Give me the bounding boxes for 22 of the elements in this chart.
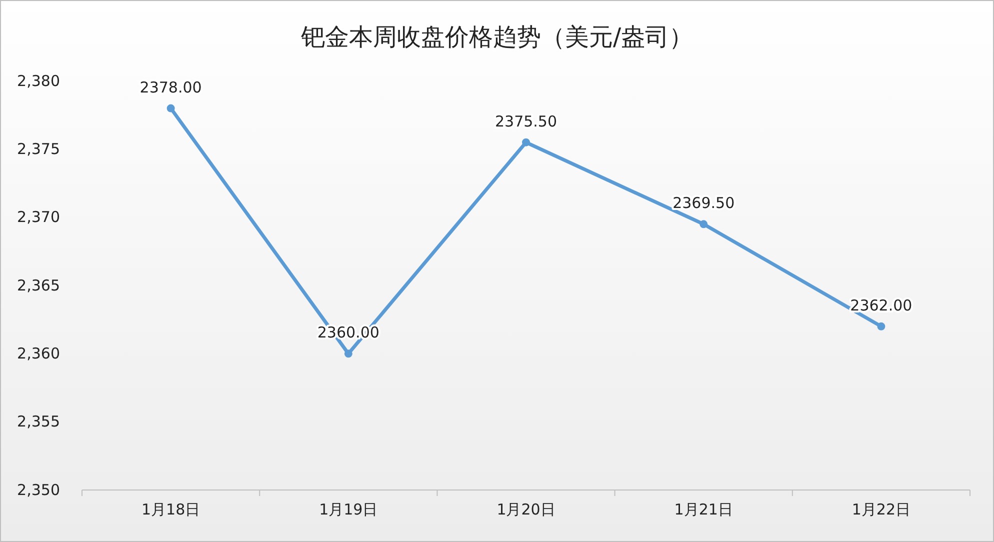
text: 2378.00 xyxy=(140,78,202,96)
x-tick-label: 1月19日 xyxy=(319,500,378,519)
point xyxy=(166,104,175,112)
x-tick-label: 1月20日 xyxy=(496,500,556,519)
x-tick-label: 1月22日 xyxy=(852,500,911,519)
y-tick-label: 2,380 xyxy=(17,72,60,90)
y-tick-label: 2,350 xyxy=(17,480,60,499)
y-tick-label: 2,360 xyxy=(17,344,60,362)
x-tick-label: 1月18日 xyxy=(141,500,200,519)
text: 2369.50 xyxy=(672,194,735,212)
text: 2362.00 xyxy=(850,296,912,314)
point xyxy=(877,322,886,330)
point xyxy=(700,220,708,228)
point xyxy=(522,138,530,146)
x-tick-label: 1月21日 xyxy=(674,500,733,519)
y-tick-label: 2,355 xyxy=(17,412,60,431)
point xyxy=(344,350,352,358)
y-tick-label: 2,375 xyxy=(17,140,60,158)
text: 2375.50 xyxy=(494,112,558,130)
y-tick-label: 2,365 xyxy=(17,276,60,294)
chart-title: 钯金本周收盘价格趋势（美元/盎司） xyxy=(300,23,694,51)
y-tick-label: 2,370 xyxy=(17,208,60,226)
